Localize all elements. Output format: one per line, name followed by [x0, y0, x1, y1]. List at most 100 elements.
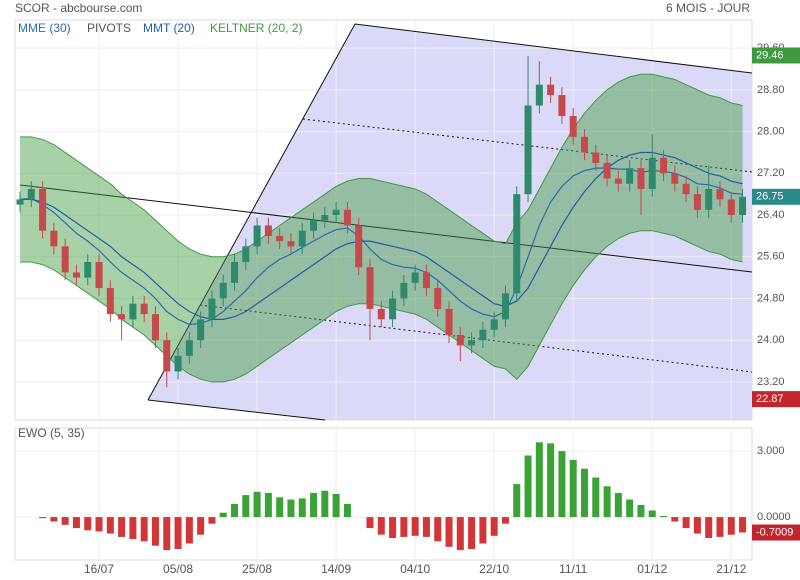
x-tick-label: 05/08: [163, 562, 193, 576]
bar: [524, 455, 532, 518]
bar: [569, 459, 577, 518]
bar: [174, 517, 182, 549]
x-tick-label: 11/11: [559, 562, 588, 576]
bar: [129, 517, 137, 540]
candle-body: [648, 157, 656, 189]
y-tick-label: 25.60: [757, 251, 785, 263]
candle-body: [705, 188, 713, 210]
value-badge-label: -0.7009: [756, 526, 793, 538]
candle-body: [27, 188, 35, 200]
candle-body: [614, 178, 622, 184]
bar: [547, 443, 555, 518]
bar: [118, 517, 126, 537]
channel-fill: [148, 24, 752, 420]
bar: [39, 517, 47, 519]
y-tick-label: 24.80: [757, 292, 785, 304]
candle-body: [693, 194, 701, 210]
y-tick-label: 23.20: [757, 376, 785, 388]
candle-body: [39, 188, 47, 231]
candle-body: [242, 246, 250, 262]
bar: [50, 517, 58, 522]
candle-body: [456, 334, 464, 346]
candle-body: [276, 235, 284, 242]
bar: [626, 499, 634, 518]
bar: [140, 517, 148, 542]
candle-body: [547, 84, 555, 96]
value-badge: [752, 391, 800, 408]
y-tick-label: 28.00: [757, 126, 785, 138]
bar: [727, 517, 735, 535]
bar: [287, 499, 295, 518]
candle-body: [72, 272, 80, 278]
candle-body: [16, 199, 24, 205]
bar: [400, 517, 408, 537]
channel-line: [19, 184, 753, 273]
candle-body: [377, 308, 385, 320]
bar: [648, 510, 656, 518]
bar: [321, 490, 329, 518]
y-tick-label: 0.0000: [757, 511, 791, 523]
candle-body: [524, 105, 532, 195]
value-badge: [752, 524, 800, 541]
keltner-line: [20, 73, 743, 258]
bar: [693, 517, 701, 534]
bar: [490, 517, 498, 536]
bar: [61, 517, 69, 525]
candle-body: [558, 95, 566, 116]
candle-body: [151, 314, 159, 341]
bar: [739, 517, 747, 533]
candle-body: [61, 246, 69, 273]
bar: [558, 451, 566, 518]
candle-body: [637, 168, 645, 189]
candle-body: [310, 220, 318, 231]
channel-line: [354, 23, 753, 74]
candle-body: [682, 183, 690, 195]
bar: [716, 517, 724, 537]
candle-body: [411, 272, 419, 283]
bar: [366, 517, 374, 529]
bar: [95, 517, 103, 532]
candle-body: [343, 209, 351, 226]
bar: [185, 517, 193, 544]
value-badge-label: 29.46: [756, 49, 784, 61]
candle-body: [501, 293, 509, 320]
legend-item: PIVOTS: [87, 21, 131, 35]
bar: [310, 492, 318, 518]
bar: [411, 517, 419, 536]
ma-line: [20, 151, 743, 320]
candle-body: [468, 340, 476, 346]
candle-body: [660, 157, 668, 174]
bar: [637, 505, 645, 518]
x-tick-label: 01/12: [637, 562, 667, 576]
chart-title: SCOR - abcbourse.com: [15, 1, 142, 15]
channel-line: [147, 23, 356, 401]
bar: [535, 442, 543, 518]
bar: [106, 517, 114, 534]
candle-body: [490, 319, 498, 330]
candle-body: [513, 194, 521, 294]
y-tick-label: 26.40: [757, 209, 785, 221]
bar: [422, 517, 430, 537]
bar: [660, 516, 668, 518]
bar: [151, 517, 159, 546]
bar: [603, 486, 611, 518]
candle-body: [366, 267, 374, 309]
candle-body: [106, 288, 114, 315]
candle-body: [253, 225, 261, 247]
legend-item: KELTNER (20, 2): [210, 21, 302, 35]
candle-body: [208, 298, 216, 320]
bar: [219, 512, 227, 518]
ma-line: [19, 167, 743, 326]
x-tick-label: 22/10: [479, 562, 509, 576]
bar: [163, 517, 171, 551]
y-tick-label: 24.00: [757, 334, 785, 346]
y-tick-label: 3.000: [757, 445, 785, 457]
candle-body: [129, 303, 137, 320]
value-badge: [752, 47, 800, 64]
candle-body: [581, 136, 588, 153]
bar: [253, 491, 261, 518]
candle-body: [174, 355, 182, 372]
candle-body: [197, 319, 205, 341]
bar: [242, 495, 250, 518]
